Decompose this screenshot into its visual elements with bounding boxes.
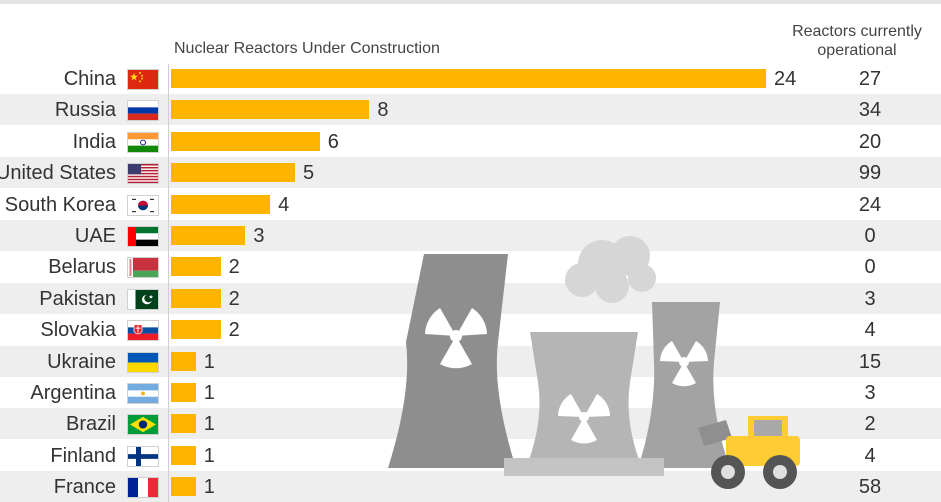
top-rule bbox=[0, 0, 941, 4]
operational-value: 4 bbox=[864, 319, 876, 342]
bar-value-label: 3 bbox=[253, 225, 265, 247]
flag-slovakia-icon bbox=[127, 320, 159, 342]
category-label: UAE bbox=[74, 225, 116, 247]
bar bbox=[171, 320, 221, 340]
category-label: Slovakia bbox=[40, 319, 116, 342]
operational-value: 58 bbox=[858, 476, 882, 499]
bar-value-label: 5 bbox=[302, 162, 315, 185]
category-label: Finland bbox=[50, 444, 116, 467]
bar-value-label: 2 bbox=[228, 319, 240, 342]
chart-row: South Korea 4 24 bbox=[0, 189, 941, 220]
chart-row: China 24 27 bbox=[0, 63, 941, 94]
operational-value: 15 bbox=[858, 350, 882, 373]
operational-value: 20 bbox=[858, 130, 882, 153]
bar-value-label: 6 bbox=[327, 130, 339, 153]
bar-value-label: 4 bbox=[278, 193, 290, 216]
category-label: France bbox=[53, 476, 116, 499]
flag-finland-icon bbox=[127, 445, 159, 467]
category-label: China bbox=[63, 68, 116, 90]
flag-uae-icon bbox=[127, 226, 159, 247]
bar bbox=[171, 131, 320, 151]
flag-united-states-icon bbox=[127, 163, 159, 185]
category-label: Belarus bbox=[48, 256, 116, 279]
flag-argentina-icon bbox=[127, 383, 159, 404]
bar bbox=[171, 288, 221, 308]
chart-row: India 6 20 bbox=[0, 126, 941, 157]
bar bbox=[171, 100, 370, 120]
flag-south-korea-icon bbox=[127, 194, 159, 216]
category-label: India bbox=[72, 130, 116, 153]
chart-row: Finland 1 4 bbox=[0, 440, 941, 471]
bar-value-label: 2 bbox=[228, 256, 240, 279]
bar-value-label: 1 bbox=[203, 350, 215, 373]
bar bbox=[171, 226, 246, 245]
category-label: Argentina bbox=[30, 382, 116, 404]
bar bbox=[171, 383, 196, 402]
operational-value: 3 bbox=[864, 287, 876, 310]
bar-value-label: 1 bbox=[203, 476, 215, 499]
category-label: United States bbox=[0, 162, 116, 185]
nuclear-plant-illustration bbox=[388, 236, 800, 489]
bar bbox=[171, 194, 271, 214]
category-label: Pakistan bbox=[39, 287, 116, 310]
bar-value-label: 24 bbox=[774, 68, 797, 90]
operational-value: 0 bbox=[864, 225, 876, 247]
chart-row: United States 5 99 bbox=[0, 157, 941, 189]
operational-value: 24 bbox=[858, 193, 882, 216]
category-label: Brazil bbox=[65, 413, 116, 436]
flag-belarus-icon bbox=[127, 257, 159, 279]
operational-value: 3 bbox=[864, 382, 876, 404]
bar-value-label: 1 bbox=[203, 382, 215, 404]
flag-brazil-icon bbox=[127, 414, 159, 436]
category-label: South Korea bbox=[4, 193, 116, 216]
bar bbox=[171, 445, 196, 465]
bar bbox=[171, 414, 196, 434]
bar bbox=[171, 351, 196, 371]
chart-row: Argentina 1 3 bbox=[0, 377, 941, 408]
operational-value: 0 bbox=[864, 256, 876, 279]
chart-row: Slovakia 2 4 bbox=[0, 314, 941, 345]
chart-row: Russia 8 34 bbox=[0, 94, 941, 126]
flag-pakistan-icon bbox=[127, 288, 159, 310]
flag-india-icon bbox=[127, 131, 159, 153]
operational-value: 4 bbox=[864, 444, 876, 467]
flag-china-icon bbox=[127, 69, 159, 90]
axis-line bbox=[168, 64, 169, 502]
bar bbox=[171, 163, 295, 183]
under-construction-header: Nuclear Reactors Under Construction bbox=[174, 40, 440, 57]
chart-row: UAE 3 0 bbox=[0, 220, 941, 251]
bar-value-label: 1 bbox=[203, 413, 215, 436]
flag-france-icon bbox=[127, 477, 159, 499]
flag-russia-icon bbox=[127, 100, 159, 122]
category-label: Ukraine bbox=[47, 350, 116, 373]
category-label: Russia bbox=[54, 99, 116, 122]
chart-row: Belarus 2 0 bbox=[0, 251, 941, 282]
operational-value: 2 bbox=[864, 413, 876, 436]
bar bbox=[171, 69, 766, 88]
flag-ukraine-icon bbox=[127, 351, 159, 373]
operational-header: Reactors currently operational bbox=[792, 23, 922, 59]
operational-value: 99 bbox=[858, 162, 882, 185]
bar-value-label: 2 bbox=[228, 287, 240, 310]
operational-value: 27 bbox=[858, 68, 882, 90]
bar bbox=[171, 477, 196, 497]
bar bbox=[171, 257, 221, 277]
bar-value-label: 1 bbox=[203, 444, 215, 467]
bar-value-label: 8 bbox=[377, 99, 389, 122]
operational-value: 34 bbox=[858, 99, 882, 122]
